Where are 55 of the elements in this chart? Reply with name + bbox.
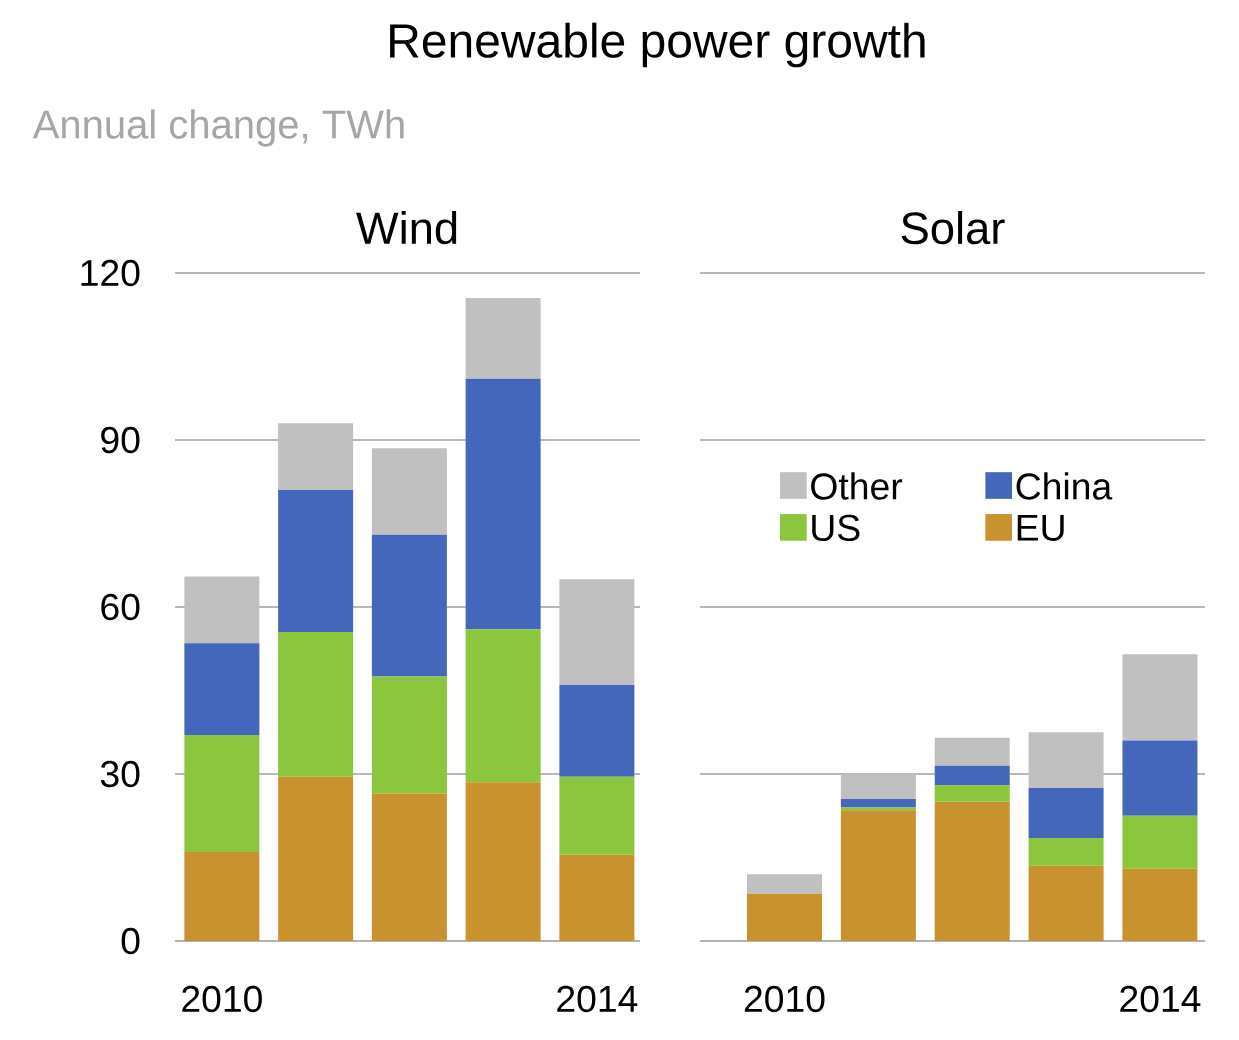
bar	[278, 776, 354, 941]
bar	[184, 735, 260, 852]
bar	[278, 490, 354, 633]
bar	[1122, 868, 1198, 941]
x-tick-label: 2010	[744, 985, 825, 1013]
y-axis-title: Annual change, TWh	[32, 109, 404, 147]
y-tick-label: 90	[101, 426, 140, 454]
bar	[934, 765, 1010, 786]
bar	[559, 854, 635, 941]
x-tick-label: 2014	[557, 985, 638, 1013]
bar	[840, 799, 916, 808]
bar	[559, 684, 635, 777]
bar	[371, 448, 447, 535]
bar	[934, 737, 1010, 766]
bar	[559, 776, 635, 855]
bar	[184, 576, 260, 644]
bar	[934, 785, 1010, 802]
bar	[184, 851, 260, 941]
bar	[1028, 838, 1104, 866]
bar	[371, 793, 447, 941]
legend-label: EU	[1017, 514, 1064, 541]
bar	[465, 629, 541, 783]
y-tick-label: 30	[100, 760, 140, 788]
bar	[1028, 787, 1104, 839]
bar	[1122, 654, 1198, 741]
bar	[1028, 865, 1104, 941]
bar	[371, 676, 447, 794]
legend-label: US	[812, 514, 860, 542]
bar	[840, 807, 916, 811]
x-tick-label: 2014	[1120, 985, 1201, 1013]
bar	[746, 893, 822, 941]
bar	[746, 874, 822, 894]
bar	[184, 643, 260, 736]
chart-title: Solar	[901, 210, 1005, 245]
bar	[840, 810, 916, 941]
bar	[840, 774, 916, 800]
bar	[278, 632, 354, 777]
y-tick-label: 60	[101, 593, 140, 621]
legend-label: China	[1016, 472, 1113, 500]
text: Renewable power growth	[390, 22, 925, 68]
bar	[934, 801, 1010, 941]
bar	[465, 378, 541, 630]
bar	[1028, 732, 1104, 788]
bar	[559, 579, 635, 685]
bar	[465, 782, 541, 941]
bar	[1122, 815, 1198, 869]
y-tick-label: 120	[81, 259, 140, 287]
bar	[465, 298, 541, 379]
bar	[1122, 740, 1198, 816]
chart-title: Wind	[356, 210, 457, 245]
x-tick-label: 2010	[182, 985, 262, 1013]
legend-label: Other	[811, 472, 903, 500]
y-tick-label: 0	[121, 927, 140, 955]
bar	[371, 534, 447, 677]
bar	[278, 423, 354, 491]
